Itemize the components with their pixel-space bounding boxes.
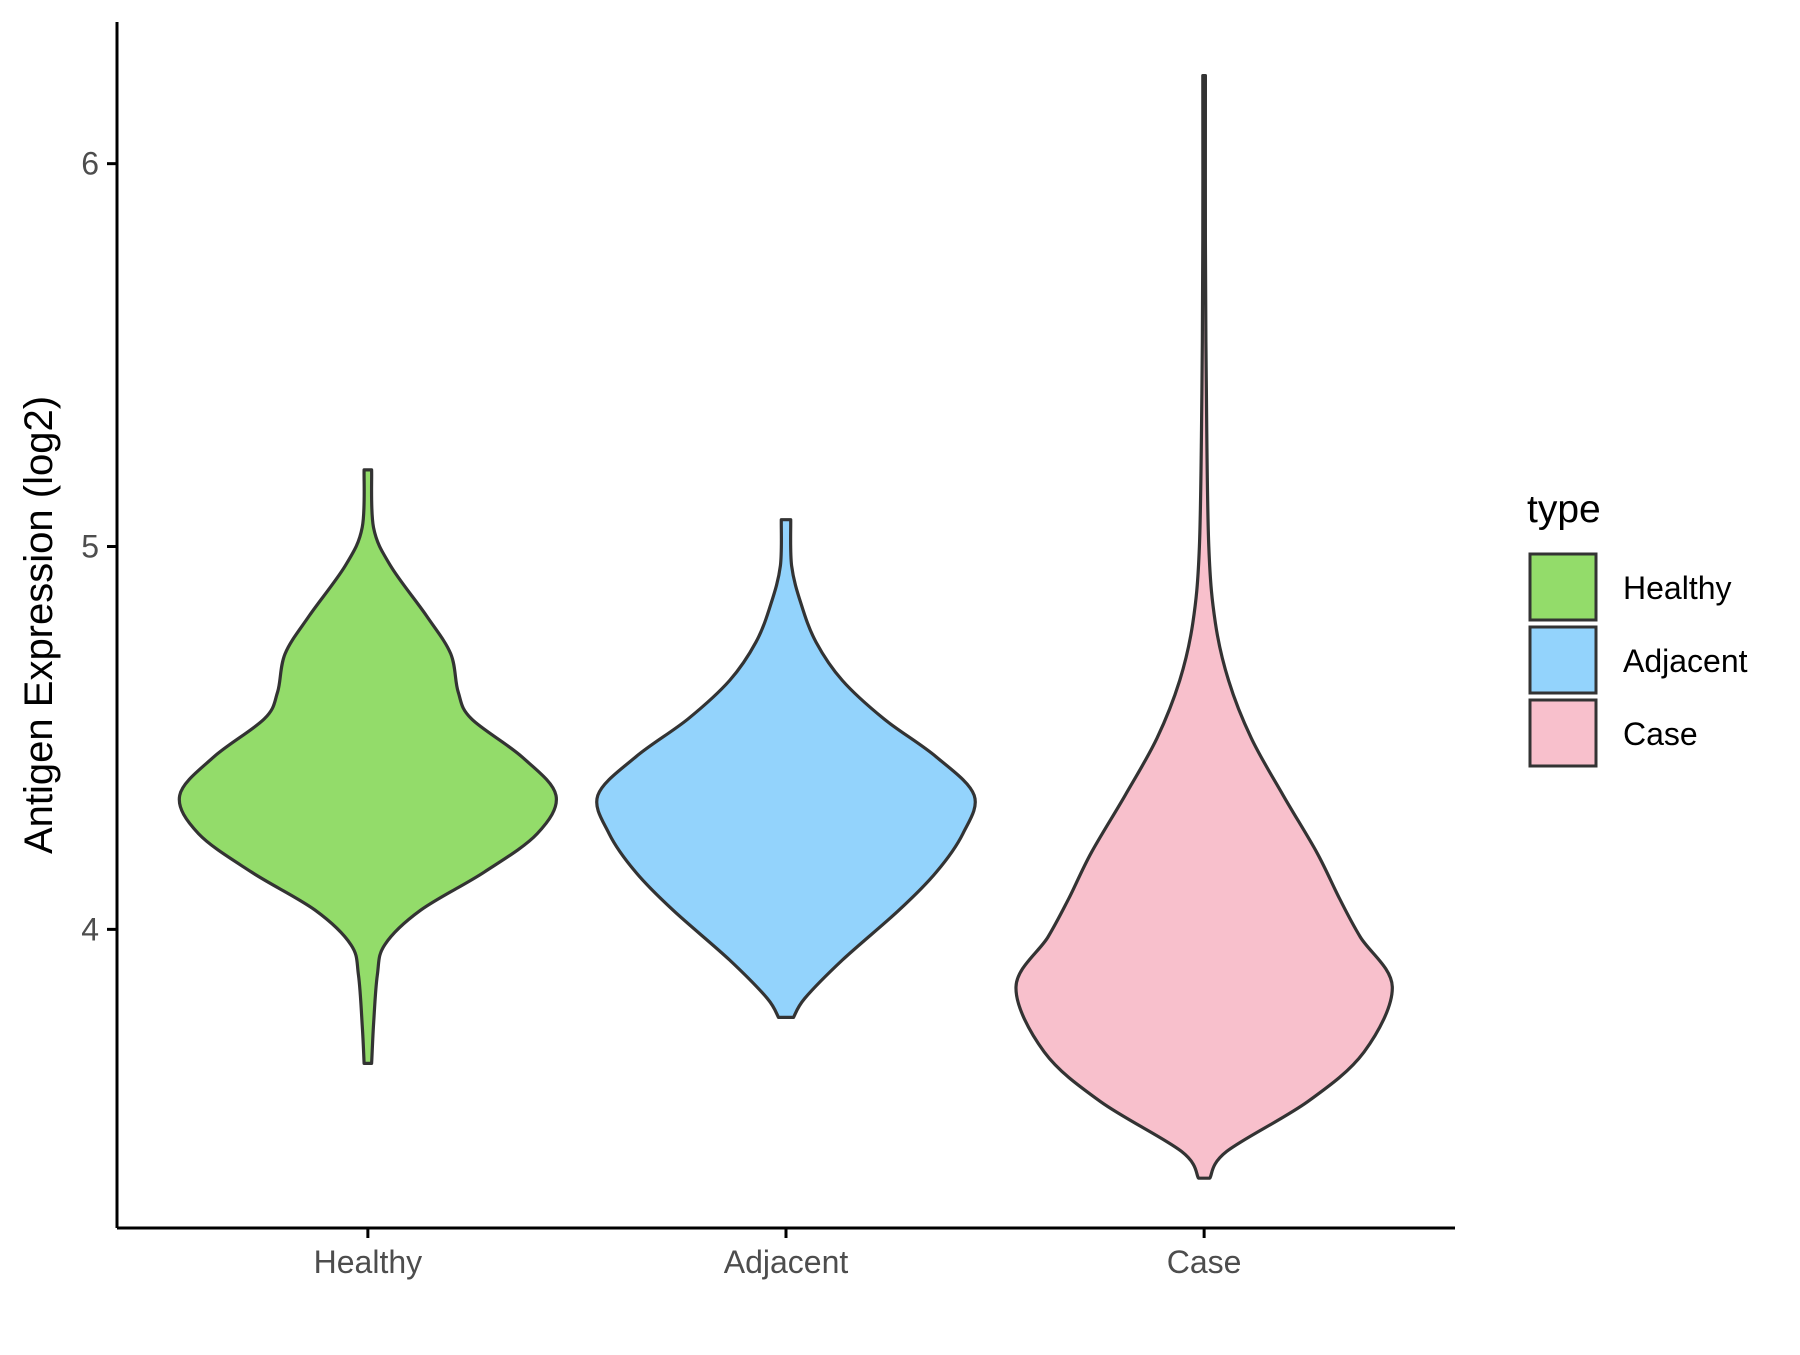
y-tick-label: 4 (81, 911, 99, 947)
legend-label: Healthy (1623, 570, 1732, 606)
y-ticks: 4 5 6 (81, 146, 117, 947)
x-tick-label: Adjacent (724, 1244, 849, 1280)
violin-layer (177, 74, 1394, 1180)
x-ticks: Healthy Adjacent Case (314, 1228, 1242, 1280)
x-tick-label: Healthy (314, 1244, 423, 1280)
legend-label: Case (1623, 716, 1698, 752)
legend: type Healthy Adjacent Case (1527, 488, 1748, 768)
violin-healthy (177, 468, 558, 1065)
legend-swatch-adjacent (1528, 625, 1598, 695)
legend-swatch-healthy (1528, 552, 1598, 622)
legend-title: type (1527, 488, 1601, 531)
legend-items: Healthy Adjacent Case (1528, 552, 1748, 768)
legend-label: Adjacent (1623, 643, 1748, 679)
y-tick-label: 6 (81, 146, 99, 182)
x-tick-label: Case (1167, 1244, 1242, 1280)
violin-case (1014, 74, 1394, 1180)
y-axis-label: Antigen Expression (log2) (17, 396, 61, 854)
legend-swatch-case (1528, 698, 1598, 768)
y-tick-label: 5 (81, 529, 99, 565)
violin-adjacent (595, 518, 977, 1019)
